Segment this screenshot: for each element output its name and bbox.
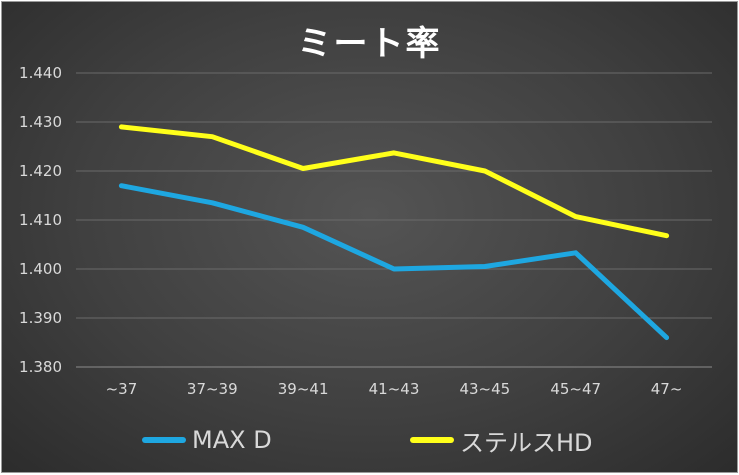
y-tick-label: 1.430 (19, 113, 62, 131)
y-tick-label: 1.420 (19, 162, 62, 180)
series-line-0 (118, 183, 670, 341)
y-axis-ticks: 1.380 1.390 1.400 1.410 1.420 1.430 1.440 (19, 64, 62, 376)
y-tick-label: 1.390 (19, 309, 62, 327)
series-lines (118, 124, 670, 341)
x-tick-label: 41~43 (369, 380, 420, 398)
chart-title: ミート率 (297, 24, 442, 64)
series-line-1 (118, 124, 670, 239)
x-tick-label: 37~39 (187, 380, 238, 398)
x-axis-ticks: ~37 37~39 39~41 41~43 43~45 45~47 47~ (106, 380, 683, 398)
legend-label-stealth-hd: ステルスHD (460, 428, 593, 457)
legend-swatch-max-d (142, 437, 186, 443)
legend-label-max-d: MAX D (192, 426, 272, 454)
legend-item-stealth-hd[interactable]: ステルスHD (410, 420, 593, 460)
x-tick-label: 45~47 (550, 380, 601, 398)
y-tick-label: 1.380 (19, 358, 62, 376)
y-tick-label: 1.440 (19, 64, 62, 82)
x-tick-label: 47~ (651, 380, 683, 398)
legend-swatch-stealth-hd (410, 437, 454, 443)
gridlines (76, 72, 712, 368)
y-tick-label: 1.410 (19, 211, 62, 229)
y-tick-label: 1.400 (19, 260, 62, 278)
x-tick-label: 39~41 (278, 380, 329, 398)
x-tick-label: ~37 (106, 380, 138, 398)
x-tick-label: 43~45 (459, 380, 510, 398)
legend-item-max-d[interactable]: MAX D (142, 420, 272, 460)
legend: MAX D ステルスHD (2, 420, 737, 460)
